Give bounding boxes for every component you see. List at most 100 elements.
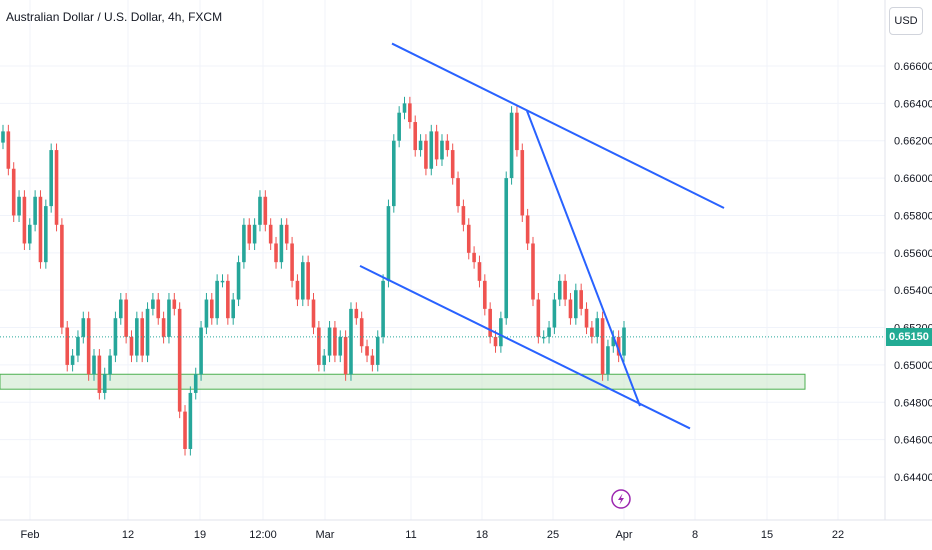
candle <box>38 190 43 269</box>
currency-button[interactable]: USD <box>889 7 923 35</box>
candle <box>557 274 562 307</box>
candle <box>17 190 21 222</box>
price-tick-label: 0.65600 <box>894 248 932 260</box>
price-tick-label: 0.65000 <box>894 360 932 372</box>
candle <box>531 236 535 307</box>
candle <box>445 134 450 157</box>
candle <box>606 339 610 381</box>
candle <box>370 349 375 372</box>
candle <box>263 190 268 232</box>
candle <box>418 134 423 157</box>
candle <box>461 199 466 232</box>
price-tick-label: 0.64600 <box>894 435 932 447</box>
candle <box>525 208 530 251</box>
candle <box>258 190 262 232</box>
candle <box>49 143 53 213</box>
candle <box>300 255 305 307</box>
candle <box>509 106 514 185</box>
candle <box>279 218 284 269</box>
candle <box>472 246 476 269</box>
lightning-icon[interactable] <box>611 489 631 509</box>
candle <box>520 143 525 222</box>
price-tick-label: 0.66000 <box>894 173 932 185</box>
price-tick-label: 0.65800 <box>894 210 932 222</box>
price-tick-label: 0.65400 <box>894 285 932 297</box>
candle <box>54 143 59 232</box>
candle <box>317 321 321 372</box>
candle <box>102 367 107 400</box>
candle <box>365 339 369 363</box>
trendline[interactable] <box>526 110 641 407</box>
price-tick-label: 0.66200 <box>894 136 932 148</box>
support-zone <box>0 373 806 390</box>
trendline[interactable] <box>391 42 725 209</box>
candle <box>81 311 86 344</box>
candle <box>338 330 343 363</box>
candle <box>209 292 214 325</box>
candle <box>86 311 91 381</box>
candle <box>349 302 353 381</box>
candle <box>129 330 134 363</box>
candle <box>236 255 241 307</box>
candle <box>440 134 444 166</box>
candle <box>118 292 123 325</box>
candle <box>456 171 460 213</box>
time-tick-label: Apr <box>615 529 632 541</box>
candle <box>466 218 471 260</box>
candle <box>483 274 487 316</box>
candle <box>183 405 187 456</box>
candle <box>290 236 294 288</box>
candle <box>354 302 359 325</box>
candle <box>327 321 332 363</box>
trendline[interactable] <box>359 264 691 430</box>
candle <box>595 311 600 344</box>
candle <box>359 311 364 353</box>
candle <box>11 162 16 222</box>
candle <box>600 311 605 381</box>
candle <box>268 218 273 251</box>
candle <box>220 274 225 288</box>
candle <box>402 96 407 120</box>
candle <box>333 321 337 363</box>
price-tick-label: 0.66600 <box>894 61 932 73</box>
candle <box>375 330 380 372</box>
price-tick-label: 0.66400 <box>894 98 932 110</box>
candle <box>199 321 203 381</box>
candle <box>306 255 310 307</box>
candle <box>408 96 412 129</box>
candle <box>563 274 567 307</box>
time-tick-label: 12 <box>122 529 134 541</box>
candle <box>156 292 161 325</box>
candle <box>113 311 118 363</box>
candle <box>33 190 37 232</box>
candle <box>568 292 573 325</box>
candle <box>429 124 434 176</box>
candle <box>413 115 418 157</box>
candle <box>488 302 492 344</box>
time-tick-label: 11 <box>405 529 416 541</box>
candle <box>204 292 209 335</box>
candle <box>247 218 252 251</box>
candle <box>616 330 621 363</box>
candle <box>547 321 551 344</box>
candle <box>515 106 519 157</box>
last-price-badge: 0.65150 <box>886 328 932 346</box>
candle <box>311 292 316 335</box>
time-tick-label: 8 <box>692 529 698 541</box>
candle <box>252 218 257 251</box>
time-tick-label: Mar <box>316 529 335 541</box>
candle <box>193 367 198 400</box>
candle <box>1 124 5 150</box>
candle <box>188 386 193 456</box>
chart-title: Australian Dollar / U.S. Dollar, 4h, FXC… <box>6 10 223 24</box>
candle <box>76 330 80 363</box>
candle <box>135 311 139 363</box>
candle <box>424 134 428 176</box>
candle <box>590 321 594 344</box>
candle <box>295 274 300 307</box>
candle <box>504 171 509 325</box>
candle <box>499 311 503 353</box>
candle <box>584 302 589 335</box>
candle <box>140 311 144 363</box>
